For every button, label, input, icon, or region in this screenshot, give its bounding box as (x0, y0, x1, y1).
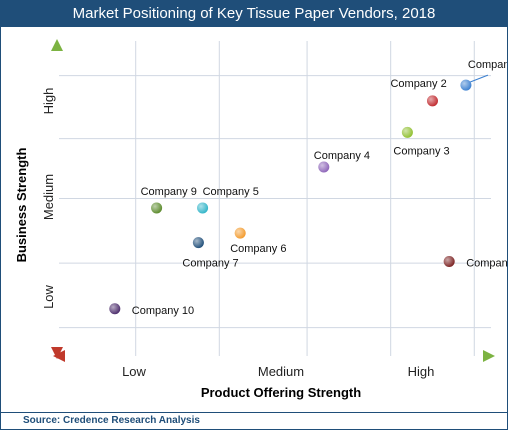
x-tick-label: Medium (258, 364, 304, 379)
company-5-point-shine (197, 202, 209, 214)
x-axis-right-arrow (483, 350, 495, 362)
y-tick-label: High (41, 88, 56, 115)
company-10-label: Company 10 (132, 305, 194, 317)
company-4-label: Company 4 (314, 150, 370, 162)
company-2-label: Company 2 (390, 78, 446, 90)
company-7-point-shine (192, 237, 204, 249)
y-tick-label: Medium (41, 174, 56, 220)
chart-title: Market Positioning of Key Tissue Paper V… (1, 1, 507, 27)
company-6-label: Company 6 (230, 243, 286, 255)
company-1-label: Company 1 (468, 59, 507, 71)
company-10-point-shine (109, 303, 121, 315)
company-1-point-shine (460, 79, 472, 91)
y-axis-top-arrow (51, 39, 63, 51)
source-note: Source: Credence Research Analysis (23, 415, 200, 426)
y-axis-label: Business Strength (14, 148, 29, 263)
company-4-point-shine (318, 161, 330, 173)
x-axis-label: Product Offering Strength (201, 385, 361, 400)
axes-layer (51, 39, 495, 362)
company-8-label: Company 8 (466, 258, 507, 270)
company-6-point-shine (234, 227, 246, 239)
company-3-label: Company 3 (393, 145, 449, 157)
company-7-label: Company 7 (182, 258, 238, 270)
company-2-point-shine (426, 95, 438, 107)
x-tick-label: High (408, 364, 435, 379)
company-8-point-shine (443, 256, 455, 267)
data-points: Company 1 Company 2 Company 3 Company 4 Comp… (109, 59, 507, 317)
grid-layer (59, 41, 491, 356)
y-axis-bottom-arrow (51, 347, 63, 359)
company-3-point-shine (401, 126, 413, 138)
company-9-point-shine (151, 202, 163, 214)
y-tick-label: Low (41, 284, 56, 308)
company-5-label: Company 5 (203, 186, 259, 198)
x-tick-label: Low (122, 364, 146, 379)
tick-labels: Low Medium High Low Medium High (41, 88, 434, 379)
company-9-label: Company 9 (141, 186, 197, 198)
company-1-leader-line (469, 74, 489, 83)
x-axis-left-arrow (53, 350, 65, 362)
footer-divider (1, 412, 507, 413)
